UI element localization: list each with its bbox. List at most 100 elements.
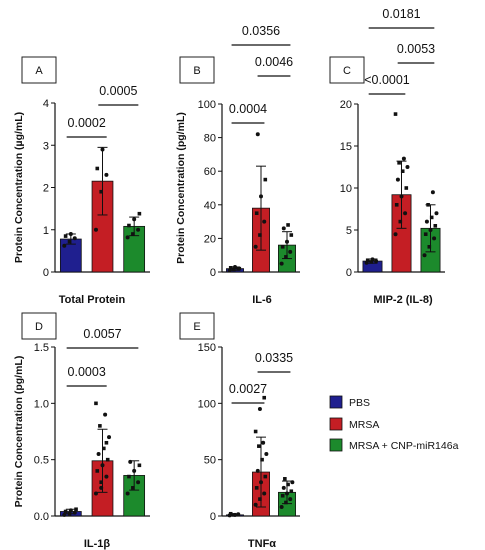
data-point [263,474,268,479]
data-point [422,253,427,258]
data-point [127,474,131,479]
data-point [255,132,260,137]
data-point [365,258,370,263]
data-point [393,232,398,237]
y-tick-label: 1.5 [34,342,49,354]
data-point [104,440,109,445]
data-point [125,235,130,240]
p-value: 0.0057 [83,327,121,341]
legend-label: MRSA + CNP-miR146a [349,440,459,452]
data-point [228,266,233,270]
data-point [284,500,288,505]
data-point [281,226,286,231]
panel-e: E 0 50 100 150 TNFα 0.0027 0.0335 [179,312,300,550]
data-point [105,457,110,462]
data-point [374,259,379,264]
data-point [286,482,290,487]
y-tick-label: 60 [204,166,216,178]
y-tick-label: 3 [43,140,49,152]
data-point [131,486,135,490]
y-axis-title: Protein Concentration (µg/mL) [13,112,25,263]
panel-box [21,56,57,84]
y-tick-label: 100 [198,398,216,410]
data-point [427,245,432,249]
data-point [261,440,266,445]
data-point [72,236,77,241]
data-point [95,469,100,473]
data-point [257,444,261,448]
panel-letter: D [35,321,43,333]
panel-letter: E [193,321,200,333]
y-tick-label: 0.5 [34,455,49,467]
data-point [280,493,285,498]
data-point [96,452,101,457]
data-point [93,491,98,496]
p-value: 0.0181 [382,7,420,21]
data-point [405,165,410,169]
data-point [423,232,428,236]
panel-d: D 0.0 0.5 1.0 1.5 Protein Concentration (pg/m… [13,312,150,550]
legend-swatch [329,438,343,452]
panel-box [179,312,215,340]
data-point [395,177,400,182]
data-point [100,463,105,468]
data-point [281,485,286,490]
panel-b: B 0 20 40 60 80 100 Protein Concentration (pg/m… [175,24,300,306]
y-tick-label: 40 [204,200,216,212]
data-point [370,257,375,262]
data-point [99,480,103,484]
data-point [67,239,72,244]
data-point [432,236,437,241]
data-point [285,239,289,244]
data-point [233,512,237,517]
data-point [128,459,133,464]
data-point [237,266,242,271]
y-tick-label: 20 [340,99,352,111]
legend-label: PBS [349,397,370,409]
data-point [398,219,403,224]
x-axis-label: IL-1β [84,538,111,550]
data-point [95,166,100,171]
panel-c: C 0 5 10 15 20 MIP-2 (IL-8) <0.0001 0.0053 0.0181 [329,7,445,306]
y-tick-label: 15 [340,141,352,153]
p-value: 0.0027 [229,382,267,396]
data-point [68,508,73,513]
y-tick-label: 100 [198,99,216,111]
data-point [258,233,262,237]
y-tick-label: 10 [340,183,352,195]
data-point [254,486,259,490]
data-point [262,491,267,496]
data-point [399,194,404,199]
data-point [94,401,98,406]
y-tick-label: 2 [43,183,49,195]
data-point [233,264,237,269]
data-point [236,512,241,517]
data-point [401,156,406,161]
data-point [434,211,439,216]
data-point [404,186,409,190]
panel-letter: C [343,65,351,77]
data-point [262,219,267,224]
data-point [232,267,236,272]
y-tick-label: 0 [210,511,216,523]
data-point [125,491,130,496]
data-point [264,452,269,457]
x-axis-label: Total Protein [59,294,126,306]
data-point [63,234,68,238]
panel-a: A 0 1 2 3 4 Protein Concentration (µg/mL) Total… [13,56,150,306]
data-point [403,211,408,216]
panel-box [329,56,365,84]
data-point [253,429,258,434]
y-tick-label: 80 [204,133,216,145]
data-point [426,203,430,207]
data-point [98,424,102,428]
data-point [136,480,141,485]
data-point [100,147,105,152]
legend: PBS MRSA MRSA + CNP-miR146a [329,395,459,452]
panel-box [21,312,57,340]
data-point [288,249,293,254]
data-point [132,468,137,473]
data-point [279,261,284,266]
y-tick-label: 0 [43,267,49,279]
